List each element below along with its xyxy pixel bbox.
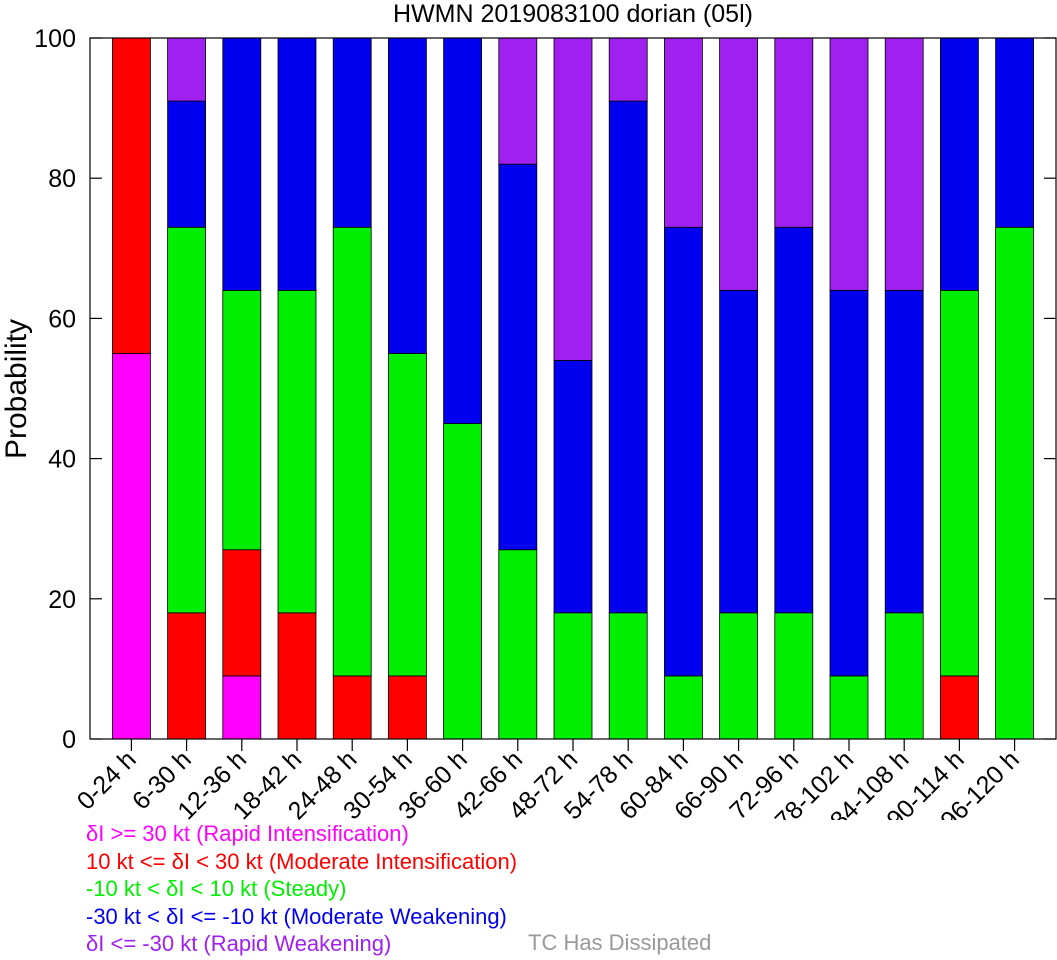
legend-steady: -10 kt < δI < 10 kt (Steady): [86, 876, 347, 901]
y-axis-label: Probability: [0, 319, 33, 459]
bar-segment-18-42h-moderate-weakening: [277, 37, 317, 291]
legend-rapid-intensification: δI >= 30 kt (Rapid Intensification): [86, 821, 409, 846]
bar-segment-66-90h-steady: [719, 612, 758, 740]
bar-segment-90-114h-moderate-weakening: [940, 37, 979, 291]
bar-segment-24-48h-steady: [332, 226, 372, 677]
bar-segment-12-36h-rapid-intensification: [222, 675, 262, 740]
bar-segment-72-96h-moderate-weakening: [774, 226, 814, 614]
y-tick-label-20: 20: [48, 586, 76, 614]
bar-segment-42-66h-moderate-weakening: [498, 163, 538, 551]
bar-segment-24-48h-moderate-intensification: [332, 675, 372, 740]
y-tick-label-60: 60: [48, 305, 76, 333]
bar-segment-6-30h-rapid-weakening: [167, 37, 207, 102]
bar-segment-78-102h-rapid-weakening: [829, 37, 869, 291]
bar-segment-78-102h-steady: [829, 675, 869, 740]
bar-segment-48-72h-rapid-weakening: [553, 37, 593, 361]
bar-segment-66-90h-moderate-weakening: [719, 289, 758, 614]
chart-title: HWMN 2019083100 dorian (05l): [393, 0, 753, 28]
bar-segment-36-60h-steady: [443, 423, 483, 740]
bar-segment-0-24h-moderate-intensification: [112, 37, 151, 354]
legend: δI >= 30 kt (Rapid Intensification) 10 k…: [86, 820, 517, 958]
bar-segment-42-66h-rapid-weakening: [498, 37, 538, 165]
bar-segment-54-78h-steady: [608, 612, 648, 740]
bar-segment-96-120h-steady: [995, 226, 1034, 740]
bar-segment-12-36h-steady: [222, 289, 262, 551]
bar-segment-30-54h-moderate-weakening: [387, 37, 427, 354]
bar-segment-42-66h-steady: [498, 549, 538, 740]
legend-moderate-weakening: -30 kt < δI <= -10 kt (Moderate Weakenin…: [86, 903, 507, 929]
bar-segment-84-108h-steady: [884, 612, 924, 740]
x-tick-label-0-24h: 0-24 h: [72, 745, 142, 815]
bar-segment-84-108h-moderate-weakening: [884, 289, 924, 614]
legend-rapid-weakening: δI <= -30 kt (Rapid Weakening): [86, 931, 392, 956]
y-tick-label-0: 0: [62, 726, 76, 754]
bar-segment-6-30h-moderate-intensification: [167, 612, 207, 740]
legend-moderate-intensification: 10 kt <= δI < 30 kt (Moderate Intensific…: [86, 848, 518, 874]
bar-segment-60-84h-moderate-weakening: [664, 226, 703, 677]
bar-segment-72-96h-rapid-weakening: [774, 37, 814, 228]
bar-segment-90-114h-moderate-intensification: [940, 675, 979, 740]
bar-segment-78-102h-moderate-weakening: [829, 289, 869, 677]
bar-segment-12-36h-moderate-weakening: [222, 37, 262, 291]
bar-segment-60-84h-steady: [664, 675, 703, 740]
bar-segment-18-42h-moderate-intensification: [277, 612, 317, 740]
bar-segment-12-36h-moderate-intensification: [222, 549, 262, 677]
bar-segment-60-84h-rapid-weakening: [664, 37, 703, 228]
bar-segment-54-78h-rapid-weakening: [608, 37, 648, 102]
y-tick-label-80: 80: [48, 165, 76, 193]
bar-segment-36-60h-moderate-weakening: [443, 37, 483, 424]
bar-segment-48-72h-moderate-weakening: [553, 360, 593, 614]
bar-segment-18-42h-steady: [277, 289, 317, 614]
stacked-bar-chart: HWMN 2019083100 dorian (05l) Probability…: [0, 0, 1057, 820]
y-tick-label-40: 40: [48, 446, 76, 474]
y-tick-label-100: 100: [34, 25, 76, 53]
bars-group: [112, 37, 1034, 740]
bar-segment-6-30h-steady: [167, 226, 207, 614]
bar-segment-30-54h-steady: [387, 353, 427, 677]
bar-segment-84-108h-rapid-weakening: [884, 37, 924, 291]
bar-segment-48-72h-steady: [553, 612, 593, 740]
bar-segment-54-78h-moderate-weakening: [608, 100, 648, 614]
bar-segment-24-48h-moderate-weakening: [332, 37, 372, 228]
bar-segment-72-96h-steady: [774, 612, 814, 740]
bar-segment-96-120h-moderate-weakening: [995, 37, 1034, 228]
bar-segment-90-114h-steady: [940, 289, 979, 677]
legend-tc-dissipated: TC Has Dissipated: [528, 930, 712, 955]
bar-segment-6-30h-moderate-weakening: [167, 100, 207, 228]
bar-segment-30-54h-moderate-intensification: [387, 675, 427, 740]
bar-segment-66-90h-rapid-weakening: [719, 37, 758, 291]
bar-segment-0-24h-rapid-intensification: [112, 353, 151, 740]
